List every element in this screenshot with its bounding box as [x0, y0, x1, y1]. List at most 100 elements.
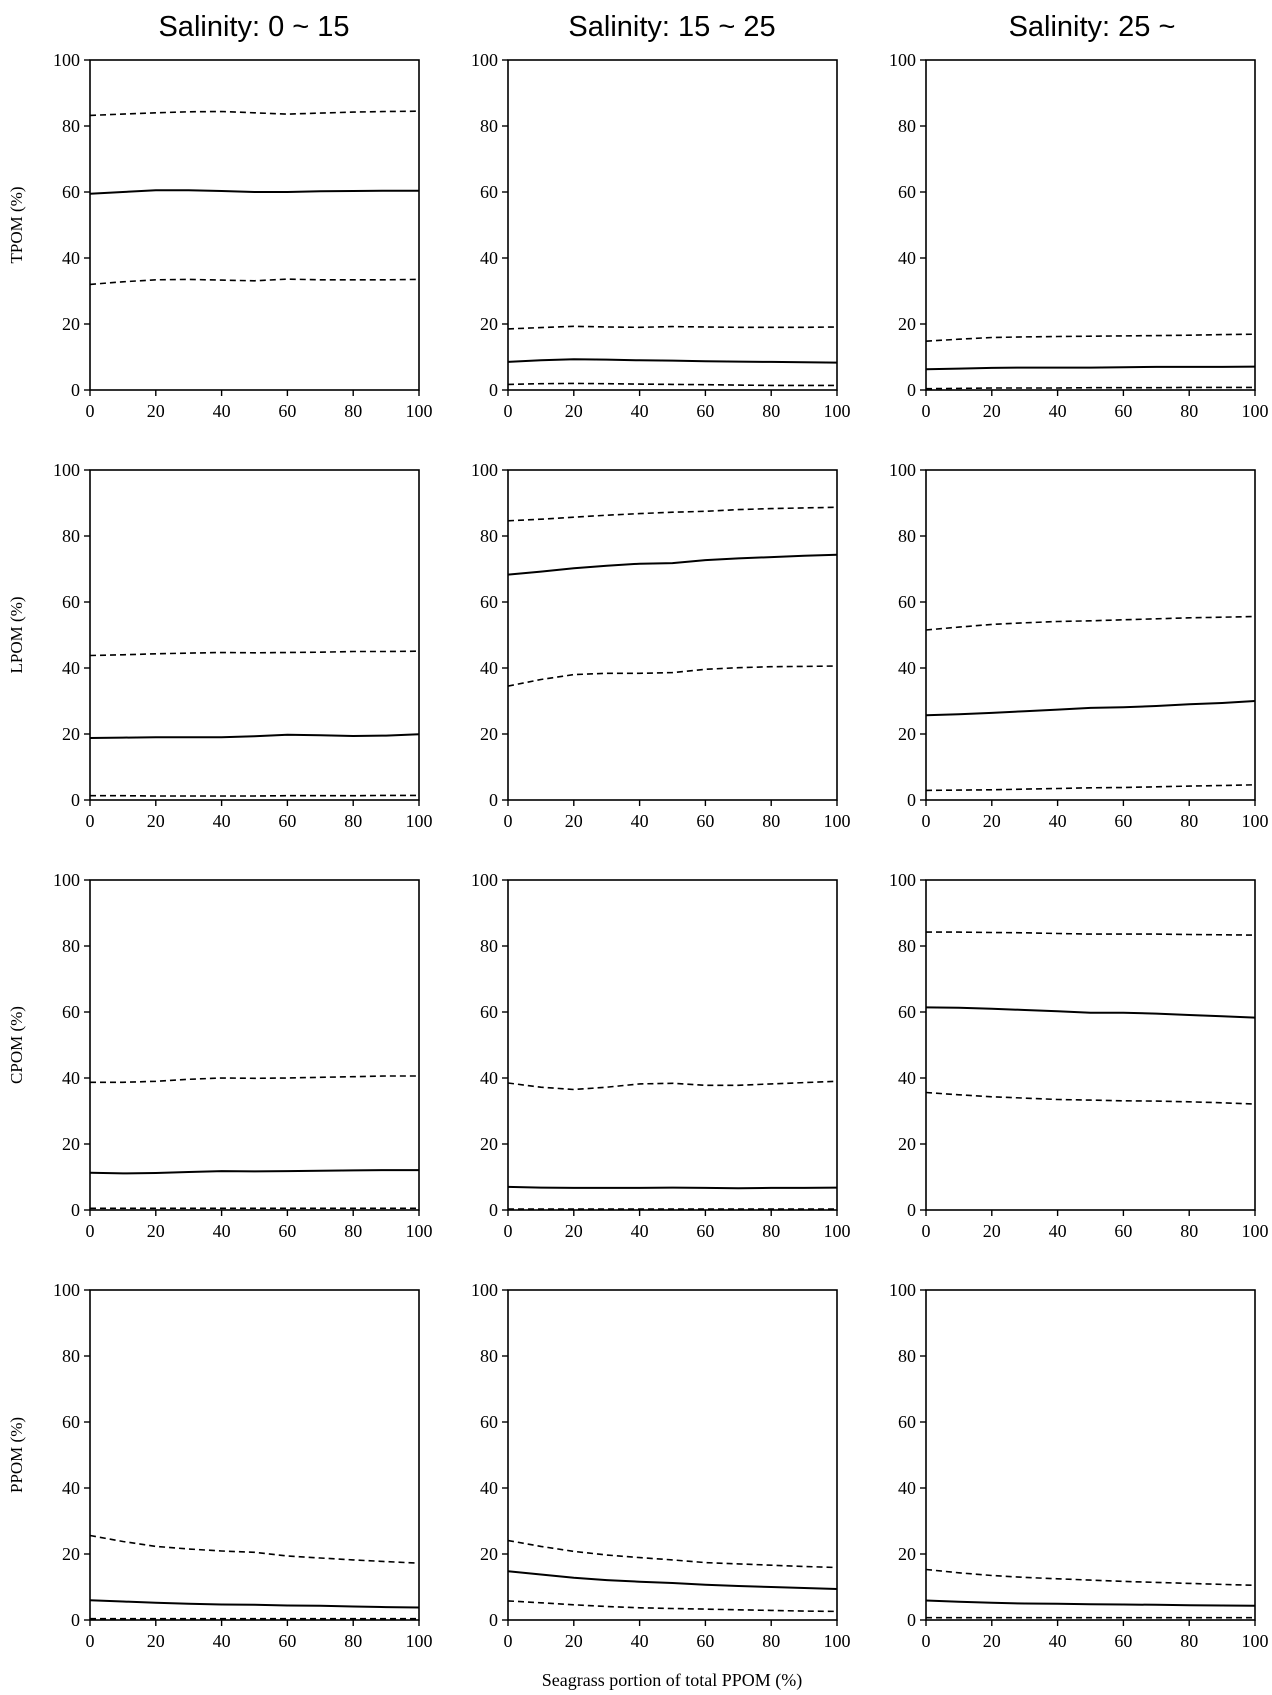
mean-line [507, 1570, 838, 1590]
x-tick-label: 80 [344, 1221, 362, 1241]
x-tick-label: 0 [86, 811, 95, 831]
x-tick-label: 0 [922, 811, 931, 831]
y-tick-label: 40 [62, 1068, 80, 1088]
y-tick-label: 80 [898, 936, 916, 956]
y-tick-label: 20 [62, 1134, 80, 1154]
y-tick-label: 20 [62, 1544, 80, 1564]
x-tick-label: 80 [762, 401, 780, 421]
y-tick-label: 80 [480, 526, 498, 546]
y-tick-label: 40 [480, 1068, 498, 1088]
y-tick-label: 40 [62, 658, 80, 678]
x-tick-label: 100 [824, 401, 851, 421]
y-tick-label: 100 [889, 1280, 916, 1300]
y-tick-label: 0 [489, 380, 498, 400]
x-tick-label: 60 [278, 1221, 296, 1241]
y-axis-label: CPOM (%) [7, 1006, 26, 1084]
plot-frame [507, 1289, 838, 1621]
x-tick-label: 0 [86, 401, 95, 421]
x-tick-label: 60 [1114, 1221, 1132, 1241]
plot-frame [89, 879, 420, 1211]
upper-bound-line [926, 931, 1256, 936]
y-tick-label: 40 [62, 1478, 80, 1498]
plot-frame [925, 879, 1256, 1211]
x-tick-label: 60 [278, 401, 296, 421]
y-tick-label: 60 [62, 592, 80, 612]
x-tick-label: 0 [86, 1221, 95, 1241]
y-tick-label: 60 [480, 1412, 498, 1432]
lower-bound-line [89, 278, 420, 286]
y-tick-label: 80 [62, 526, 80, 546]
mean-line [925, 700, 1256, 717]
x-tick-label: 40 [213, 1221, 231, 1241]
upper-bound-line [925, 615, 1256, 631]
y-tick-label: 100 [471, 460, 498, 480]
x-tick-label: 60 [696, 1221, 714, 1241]
mean-line [89, 1169, 419, 1175]
x-tick-label: 40 [1049, 1221, 1067, 1241]
x-tick-label: 0 [504, 1631, 513, 1651]
upper-bound-line [507, 325, 838, 330]
x-tick-label: 20 [565, 1221, 583, 1241]
plot-frame [925, 469, 1256, 801]
column-title-1: Salinity: 0 ~ 15 [158, 11, 349, 43]
x-tick-label: 40 [1049, 811, 1067, 831]
y-tick-label: 80 [898, 526, 916, 546]
x-tick-label: 40 [1049, 401, 1067, 421]
y-tick-label: 40 [480, 1478, 498, 1498]
y-tick-label: 0 [907, 1610, 916, 1630]
plot-frame [89, 59, 420, 391]
upper-bound-line [89, 1534, 420, 1564]
lower-bound-line [925, 1091, 1256, 1105]
mean-line [89, 733, 420, 739]
x-tick-label: 20 [147, 811, 165, 831]
x-tick-label: 80 [1180, 1221, 1198, 1241]
lower-bound-line [925, 386, 1255, 390]
x-tick-label: 0 [922, 401, 931, 421]
upper-bound-line [89, 110, 420, 117]
x-tick-label: 20 [983, 401, 1001, 421]
x-tick-label: 0 [504, 1221, 513, 1241]
plot-frame [89, 1289, 420, 1621]
plot-frame [89, 469, 420, 801]
x-tick-label: 80 [1180, 401, 1198, 421]
y-axis-label: TPOM (%) [7, 187, 26, 264]
y-tick-label: 100 [53, 460, 80, 480]
panel-1-0: 0 20 40 60 80 100 0 20 40 60 80 100 LPOM (%) [7, 460, 433, 831]
y-tick-label: 0 [489, 1200, 498, 1220]
lower-bound-line [90, 794, 419, 797]
y-tick-label: 80 [62, 116, 80, 136]
x-tick-label: 80 [762, 1631, 780, 1651]
lower-bound-line [507, 1600, 838, 1613]
y-tick-label: 80 [480, 936, 498, 956]
panel-1-2: 0 20 40 60 80 100 0 20 40 60 80 100 [889, 460, 1269, 831]
y-tick-label: 100 [471, 50, 498, 70]
x-tick-label: 80 [344, 401, 362, 421]
y-tick-label: 0 [489, 790, 498, 810]
x-tick-label: 100 [1242, 811, 1269, 831]
y-tick-label: 0 [71, 1610, 80, 1630]
y-tick-label: 40 [62, 248, 80, 268]
y-tick-label: 0 [71, 380, 80, 400]
lower-bound-line [507, 382, 837, 387]
y-tick-label: 20 [898, 724, 916, 744]
x-tick-label: 80 [762, 1221, 780, 1241]
y-tick-label: 0 [907, 380, 916, 400]
y-tick-label: 80 [898, 1346, 916, 1366]
y-tick-label: 100 [889, 50, 916, 70]
y-tick-label: 60 [62, 1412, 80, 1432]
mean-line [507, 1185, 838, 1190]
y-tick-label: 80 [62, 1346, 80, 1366]
y-tick-label: 100 [471, 870, 498, 890]
y-tick-label: 20 [480, 724, 498, 744]
panel-2-0: 0 20 40 60 80 100 0 20 40 60 80 100 CPOM (%) [7, 870, 433, 1241]
x-tick-label: 100 [406, 401, 433, 421]
x-tick-label: 80 [344, 811, 362, 831]
y-tick-label: 100 [471, 1280, 498, 1300]
upper-bound-line [507, 1080, 838, 1091]
y-tick-label: 60 [480, 592, 498, 612]
x-tick-label: 20 [983, 1631, 1001, 1651]
x-tick-label: 100 [406, 1631, 433, 1651]
y-tick-label: 20 [898, 1544, 916, 1564]
y-axis-label: PPOM (%) [7, 1417, 26, 1493]
